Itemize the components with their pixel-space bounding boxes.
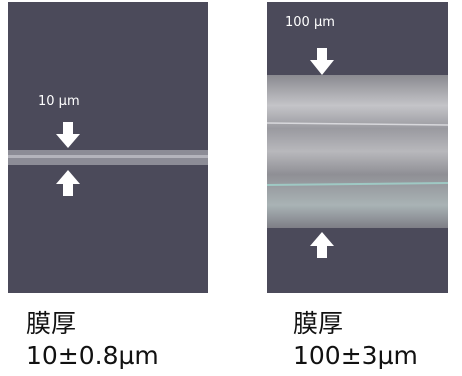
- scale-label: 100 µm: [285, 15, 335, 30]
- scale-label: 10 µm: [38, 94, 80, 109]
- film-highlight: [8, 155, 208, 158]
- figure: 10 µm 100 µm 膜厚 10±0.8µm 膜厚 100±3µm: [0, 0, 462, 376]
- left-micrograph: 10 µm: [8, 2, 208, 293]
- thickness: 10±0.8µm: [26, 341, 159, 370]
- thickness: 100±3µm: [293, 341, 418, 370]
- caption: 膜厚: [293, 309, 343, 338]
- right-micrograph: 100 µm: [267, 2, 448, 293]
- film-layer: [267, 75, 448, 228]
- image-background: [8, 2, 208, 293]
- caption: 膜厚: [26, 309, 76, 338]
